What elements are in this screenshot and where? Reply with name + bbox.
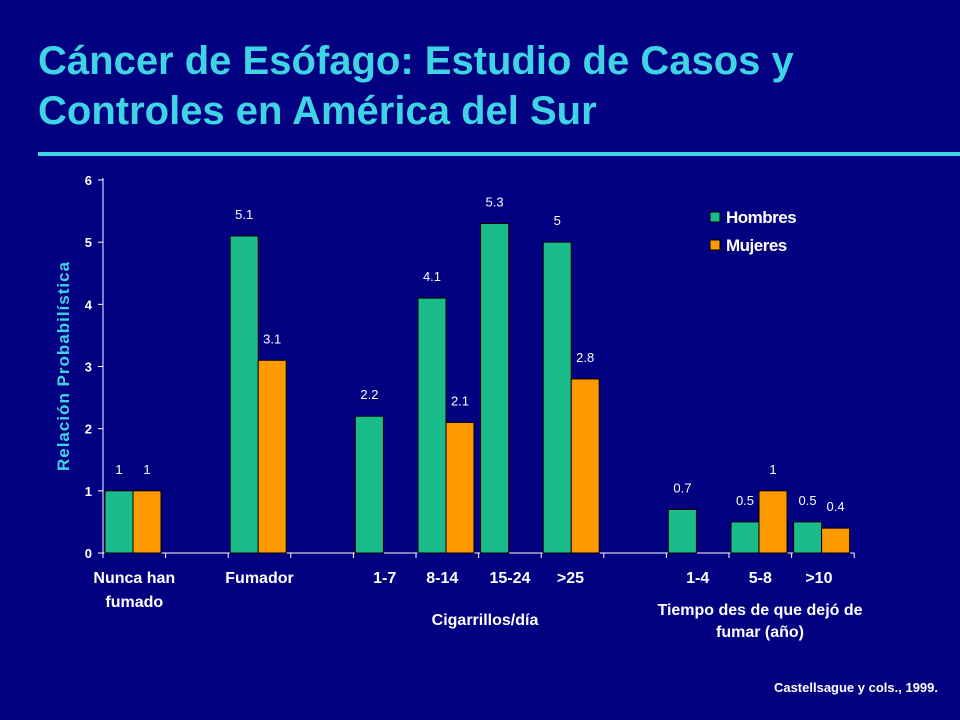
legend-label-hombres: Hombres <box>726 208 796 227</box>
group-label-tiempo: Tiempo des de que dejó de fumar (año) <box>657 602 863 641</box>
x-tick-label: 15-24 <box>489 570 530 587</box>
data-label: 5 <box>554 213 561 228</box>
bar-hombres <box>730 521 760 554</box>
data-label: 5.3 <box>486 195 504 210</box>
x-tick-label: >25 <box>557 570 584 587</box>
x-tick-label: 8-14 <box>426 570 458 587</box>
bar-hombres <box>667 508 697 554</box>
data-label: 4.1 <box>423 269 441 284</box>
data-label: 2.1 <box>451 393 469 408</box>
data-label: 0.7 <box>673 480 691 495</box>
bar-mujeres <box>758 490 788 554</box>
y-tick-label: 3 <box>85 360 92 375</box>
y-tick-label: 0 <box>85 546 92 561</box>
bar-mujeres <box>257 359 287 554</box>
bar-hombres <box>793 521 823 554</box>
bar-mujeres <box>445 421 475 554</box>
y-tick-label: 1 <box>85 484 92 499</box>
data-label: 2.2 <box>360 387 378 402</box>
x-tick-label: Fumador <box>225 570 293 587</box>
data-label: 2.8 <box>576 350 594 365</box>
bar-mujeres <box>570 378 600 554</box>
legend-swatch-mujeres <box>709 239 721 251</box>
x-tick-label: >10 <box>805 570 832 587</box>
y-tick-label: 6 <box>85 173 92 188</box>
x-tick-label: fumado <box>105 594 163 611</box>
bar-hombres <box>417 297 447 554</box>
y-tick-label: 5 <box>85 235 92 250</box>
title-divider <box>38 152 960 156</box>
data-label: 3.1 <box>263 331 281 346</box>
citation: Castellsague y cols., 1999. <box>773 680 938 695</box>
legend-swatch-hombres <box>709 211 721 223</box>
data-label: 1 <box>143 462 150 477</box>
bar-mujeres <box>132 490 162 554</box>
x-tick-label: 1-4 <box>686 570 709 587</box>
data-label: 1 <box>115 462 122 477</box>
data-label: 0.5 <box>799 493 817 508</box>
bar-hombres <box>480 223 510 554</box>
legend-label-mujeres: Mujeres <box>726 236 787 255</box>
data-label: 1 <box>769 462 776 477</box>
slide-title: Cáncer de Esófago: Estudio de Casos y Co… <box>38 39 794 133</box>
data-label: 0.5 <box>736 493 754 508</box>
data-label: 0.4 <box>827 499 845 514</box>
bar-hombres <box>104 490 134 554</box>
y-tick-label: 4 <box>85 297 93 312</box>
x-tick-label: 5-8 <box>749 570 772 587</box>
y-tick-label: 2 <box>85 422 92 437</box>
data-label: 5.1 <box>235 207 253 222</box>
bar-hombres <box>229 235 259 554</box>
group-label-cigarrillos: Cigarrillos/día <box>431 612 539 629</box>
bar-hombres <box>354 415 384 554</box>
bar-hombres <box>542 241 572 554</box>
bar-mujeres <box>821 527 851 554</box>
x-tick-label: Nunca han <box>93 570 175 587</box>
x-tick-label: 1-7 <box>373 570 396 587</box>
